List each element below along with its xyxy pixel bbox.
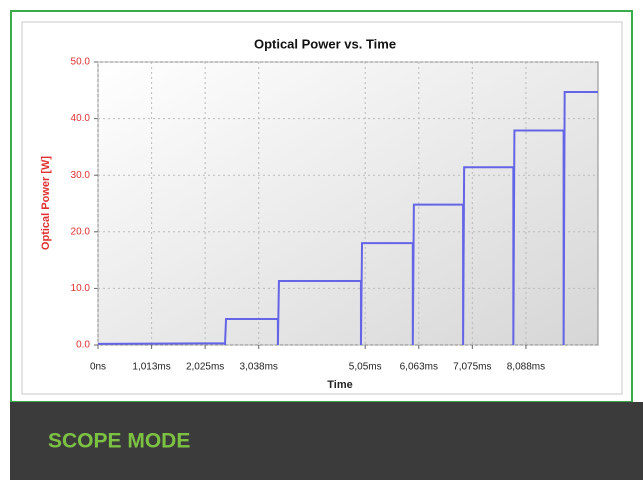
x-tick-label: 2,025ms (186, 362, 224, 373)
y-tick-label: 40.0 (71, 113, 91, 124)
x-tick-label: 7,075ms (453, 362, 491, 373)
banner (10, 402, 643, 480)
x-tick-label: 0ns (90, 362, 106, 373)
y-tick-label: 20.0 (71, 226, 91, 237)
x-tick-label: 8,088ms (507, 362, 545, 373)
plot-area (97, 61, 599, 346)
y-tick-label: 10.0 (71, 283, 91, 294)
x-tick-label: 1,013ms (132, 362, 170, 373)
y-axis-label: Optical Power [W] (40, 156, 52, 250)
y-tick-label: 50.0 (71, 57, 91, 68)
x-axis-label: Time (327, 379, 352, 391)
x-tick-label: 5,05ms (349, 362, 382, 373)
line-series (97, 91, 598, 346)
x-tick-label: 3,038ms (240, 362, 278, 373)
chart-title: Optical Power vs. Time (254, 36, 396, 51)
y-tick-label: 30.0 (71, 170, 91, 181)
x-tick-label: 6,063ms (400, 362, 438, 373)
y-tick-label: 0.0 (76, 340, 90, 351)
banner-title: SCOPE MODE (48, 430, 190, 453)
